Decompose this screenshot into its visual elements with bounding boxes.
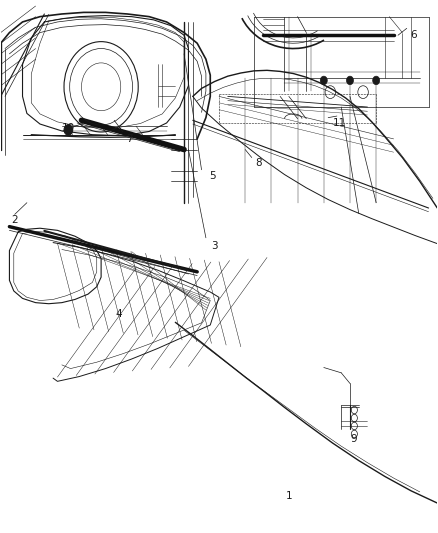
Circle shape [373, 76, 380, 85]
Text: 9: 9 [350, 434, 357, 445]
Text: 11: 11 [332, 118, 346, 128]
Text: 5: 5 [209, 171, 216, 181]
Text: 3: 3 [211, 241, 218, 251]
Text: 4: 4 [115, 309, 122, 319]
Text: 8: 8 [255, 158, 261, 168]
Text: 1: 1 [286, 491, 292, 501]
Circle shape [320, 76, 327, 85]
Text: 6: 6 [410, 30, 417, 41]
Circle shape [346, 76, 353, 85]
Text: 2: 2 [11, 215, 18, 225]
Text: 10: 10 [62, 123, 75, 133]
Circle shape [64, 125, 73, 135]
Text: 7: 7 [126, 134, 133, 144]
